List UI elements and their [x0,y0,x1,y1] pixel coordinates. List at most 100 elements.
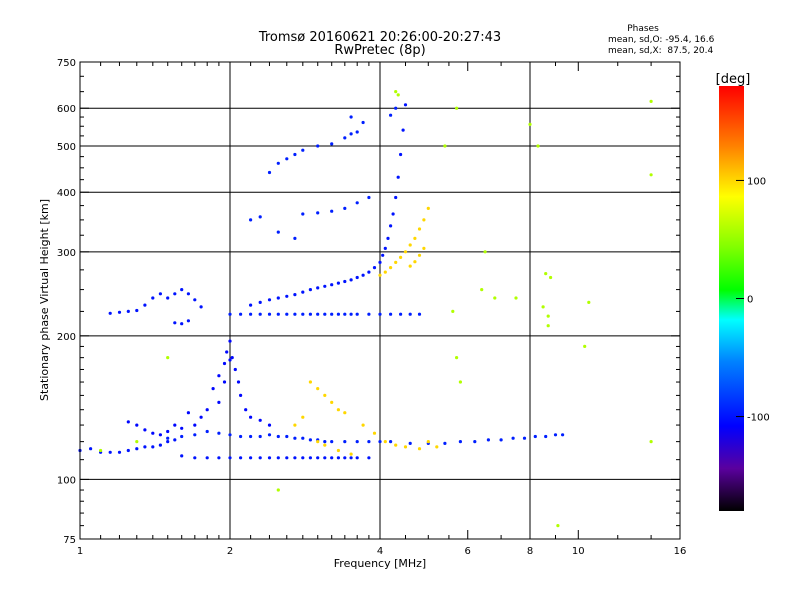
data-point [316,387,320,391]
data-point [553,433,558,437]
data-point [383,270,387,274]
data-point [199,415,203,419]
data-point [143,303,147,307]
data-point [230,356,234,360]
data-point [193,456,197,460]
data-point [343,279,347,284]
data-point [330,142,334,146]
phases-heading: Phases [627,24,659,34]
data-point [205,408,209,412]
data-point [499,438,503,442]
data-point [193,423,197,427]
data-point [417,253,422,257]
data-point [541,305,545,309]
data-point [399,312,403,316]
y-tick-label: 75 [63,535,76,546]
data-point [556,524,560,528]
data-points [78,90,653,528]
data-point [546,324,550,328]
data-point [316,440,320,444]
data-point [443,144,447,148]
y-tick-label: 200 [57,332,76,343]
data-point [301,436,305,440]
data-point [473,440,477,444]
data-point [166,429,170,434]
x-tick-label: 8 [527,546,533,557]
data-point [361,423,365,427]
y-axis-label: Stationary phase Virtual Height [km] [38,199,51,401]
data-point [301,312,305,316]
data-point [186,319,190,323]
data-point [336,408,340,412]
data-point [135,440,139,444]
grid-lines [80,62,680,539]
phases-line-x: mean, sd,X: 87.5, 20.4 [608,46,714,56]
data-point [649,440,653,444]
data-point [249,312,253,316]
data-point [117,450,122,454]
data-point [293,152,297,157]
data-point [389,224,393,228]
data-point [401,128,405,132]
data-point [355,456,359,460]
data-point [544,434,548,439]
data-point [233,367,237,372]
data-point [330,456,334,460]
data-point [258,300,262,304]
data-point [381,253,385,257]
data-point [276,434,280,439]
data-point [276,488,280,492]
data-point [426,206,430,210]
data-point [483,250,487,254]
data-point [180,288,184,292]
data-point [316,144,320,148]
data-point [514,296,518,300]
data-point [186,411,190,415]
data-point [583,344,587,348]
data-point [386,236,390,240]
data-point [180,322,184,326]
data-point [126,309,130,313]
data-point [267,433,272,437]
y-tick-label: 600 [57,104,76,115]
data-point [536,144,540,148]
data-point [349,278,353,282]
data-point [422,246,426,250]
data-point [455,356,459,360]
data-point [151,445,155,449]
data-point [89,447,93,451]
data-point [355,440,359,444]
x-axis-label: Frequency [MHz] [334,557,426,570]
data-point [451,309,455,313]
y-tick-label: 400 [57,188,76,199]
data-point [367,456,371,460]
data-point [587,300,591,304]
data-point [285,456,289,460]
data-point [222,380,227,384]
colorbar-unit-label: [deg] [716,72,751,87]
data-point [546,314,550,318]
data-point [417,447,422,451]
data-point [239,456,243,460]
data-point [336,312,340,316]
data-point [455,106,459,110]
data-point [367,270,371,274]
data-point [336,456,340,460]
data-point [367,440,371,444]
data-point [649,99,653,103]
data-point [378,312,382,316]
data-point [143,428,147,432]
data-point [173,292,177,296]
data-point [217,456,221,460]
data-point [249,303,253,307]
y-tick-label: 300 [57,248,76,259]
data-point [249,218,253,222]
data-point [180,454,184,458]
data-point [408,243,412,247]
y-tick-label: 100 [57,475,76,486]
data-point [239,393,243,397]
data-point [323,312,327,316]
data-point [228,312,232,316]
data-point [394,260,398,264]
data-point [389,440,393,444]
